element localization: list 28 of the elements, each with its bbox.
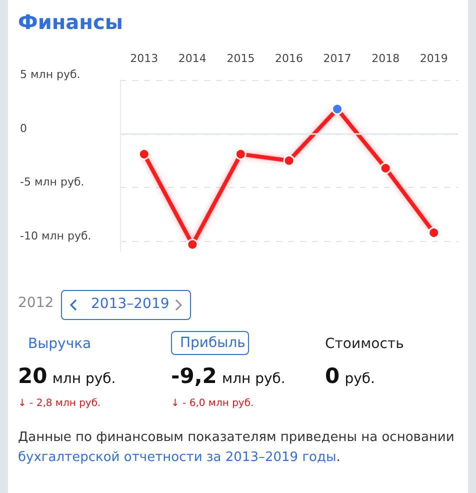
x-tick-label: 2018: [372, 52, 400, 65]
text: .: [336, 450, 340, 465]
y-tick-label: 5 млн руб.: [20, 68, 80, 81]
y-tick-label: 0: [20, 122, 27, 135]
x-tick-label: 2017: [323, 52, 352, 65]
text: -9,2: [171, 364, 217, 388]
text: 2012: [18, 295, 54, 311]
x-tick-label: 2015: [226, 52, 255, 65]
y-tick-label: -10 млн руб.: [20, 229, 92, 242]
text: 2013–2019: [91, 296, 170, 312]
text: 0: [325, 364, 340, 388]
x-tick-label: 2014: [178, 52, 206, 65]
text: Данные по финансовым показателям приведены на основании: [18, 430, 454, 445]
text: Стоимость: [325, 336, 404, 352]
text: Прибыль: [180, 335, 246, 351]
text: ↓ - 6,0 млн руб.: [171, 398, 254, 409]
x-tick-label: 2016: [275, 52, 303, 65]
text: млн руб.: [52, 371, 116, 387]
text: 20: [18, 364, 48, 388]
text: бухгалтерской отчетности за 2013–2019 годы: [18, 450, 336, 465]
chart-title: Финансы: [18, 10, 123, 34]
y-tick-label: -5 млн руб.: [20, 176, 84, 188]
text: руб.: [344, 371, 375, 387]
x-tick-label: 2019: [420, 52, 448, 65]
text: Выручка: [28, 336, 92, 352]
x-tick-label: 2013: [130, 52, 158, 65]
text: млн руб.: [222, 371, 286, 387]
text: ↓ - 2,8 млн руб.: [18, 398, 101, 409]
